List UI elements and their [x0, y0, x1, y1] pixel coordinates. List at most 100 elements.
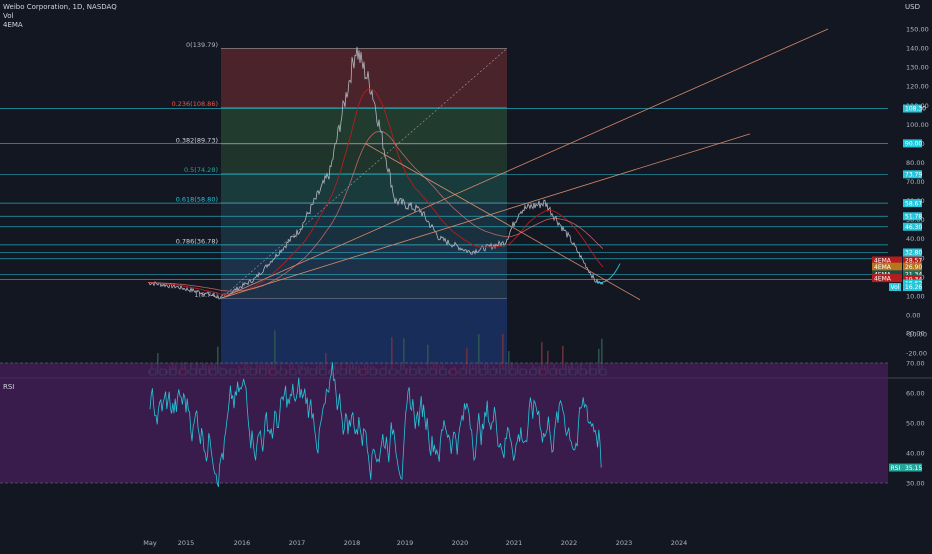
price-axis-tick: 40.00 [906, 235, 925, 243]
price-tag [903, 270, 922, 279]
volume-bar [601, 338, 603, 374]
fib-level-label: 1(8.74) [194, 291, 218, 299]
fib-level-label: 0.382(89.73) [176, 136, 218, 144]
price-axis-tick: -20.00 [906, 350, 927, 358]
rsi-value-label: 35.15 [905, 465, 922, 472]
volume-bar [427, 344, 429, 374]
rsi-axis-tick: 50.00 [906, 420, 925, 428]
price-tag-label: 73.79 [905, 172, 922, 179]
volume-bar [598, 348, 600, 374]
price-axis-tick: 0.00 [906, 312, 920, 320]
price-axis-tick: 70.00 [906, 178, 925, 186]
ema-tag-label: 4EMA [874, 264, 892, 271]
price-tag-label: 58.67 [905, 200, 922, 207]
price-tag-label: 26.90 [905, 264, 922, 271]
ema-tag [872, 256, 902, 265]
price-tag [903, 248, 922, 257]
fib-zone [221, 298, 507, 365]
volume-bar [391, 337, 393, 374]
x-axis-tick: May [143, 539, 157, 547]
rsi-axis-tick: 30.00 [906, 480, 925, 488]
fib-diagonal [220, 48, 508, 299]
fib-level-label: 0(139.79) [186, 41, 218, 49]
price-axis-tick: 10.00 [906, 292, 925, 300]
volume-bar [562, 345, 564, 374]
fib-zone [221, 244, 507, 299]
price-axis-tick: 120.00 [906, 83, 929, 91]
ema-tag-label: 4EMA [874, 258, 892, 265]
x-axis-tick: 2019 [397, 539, 414, 547]
price-tag-label: 16.26 [905, 284, 922, 291]
volume-bar [508, 351, 510, 374]
price-axis-tick: -10.00 [906, 331, 927, 339]
volume-bar [217, 346, 219, 374]
x-axis-tick: 2017 [289, 539, 306, 547]
rsi-axis-tick: 70.00 [906, 360, 925, 368]
x-axis-tick: 2022 [561, 539, 578, 547]
x-axis-tick: 2023 [616, 539, 633, 547]
x-axis-tick: 2015 [178, 539, 195, 547]
price-tag-label: 108.30 [905, 106, 926, 113]
ema-legend: 4EMA [3, 21, 23, 29]
ema-tag [872, 274, 902, 283]
x-axis-tick: 2024 [671, 539, 688, 547]
rsi-value-tag [903, 463, 922, 472]
currency-label: USD [905, 3, 920, 11]
price-tag-label: 46.30 [905, 224, 922, 231]
price-axis-tick: 100.00 [906, 121, 929, 129]
price-tag-label: 51.78 [905, 213, 922, 220]
price-tag-label: 28.57 [905, 258, 922, 265]
price-axis-tick: 80.00 [906, 159, 925, 167]
x-axis-tick: 2020 [452, 539, 469, 547]
price-tag [903, 212, 922, 221]
price-tag [903, 222, 922, 231]
volume-bar [403, 338, 405, 374]
x-axis-tick: 2021 [506, 539, 523, 547]
price-axis-tick: 150.00 [906, 25, 929, 33]
ema-line [148, 130, 604, 292]
volume-bar [502, 333, 504, 374]
fib-level-label: 0.236(108.86) [172, 100, 218, 108]
projection-curve [596, 263, 621, 284]
vol-tag [889, 282, 901, 291]
rsi-tag [889, 463, 903, 472]
trendline [364, 143, 641, 301]
volume-bar [274, 330, 276, 374]
trendline [220, 28, 829, 299]
volume-legend: Vol [3, 12, 14, 20]
rsi-legend: RSI [3, 383, 15, 391]
x-axis-tick: 2018 [344, 539, 361, 547]
price-tag [903, 262, 922, 271]
price-tag [903, 275, 922, 284]
fib-zone [221, 48, 507, 108]
price-tag-label: 32.80 [905, 250, 922, 257]
price-tag [903, 199, 922, 208]
fib-level-label: 0.786(36.78) [176, 237, 218, 245]
vol-tag-label: Vol [891, 284, 900, 291]
rsi-axis-tick: 40.00 [906, 450, 925, 458]
rsi-tag-label: RSI [891, 465, 901, 472]
volume-bar [466, 348, 468, 374]
price-tag [903, 170, 922, 179]
price-tag [903, 104, 922, 113]
price-tag [903, 256, 922, 265]
ema-tag-label: 4EMA [874, 275, 892, 282]
x-axis-tick: 2016 [234, 539, 251, 547]
price-axis-tick: 130.00 [906, 64, 929, 72]
rsi-series-line [149, 362, 602, 488]
chart-title: Weibo Corporation, 1D, NASDAQ [3, 3, 117, 11]
volume-bar [478, 333, 480, 374]
ema-tag [872, 262, 902, 271]
trendline [220, 133, 751, 299]
ema-line [148, 88, 604, 295]
price-tag-label: 21.34 [905, 272, 922, 279]
fib-zone [221, 202, 507, 245]
fib-zone [221, 107, 507, 144]
fib-level-label: 0.618(58.80) [176, 195, 218, 203]
rsi-axis-tick: 80.00 [906, 330, 925, 338]
price-tag [903, 282, 922, 291]
volume-bar [541, 342, 543, 374]
price-tag-label: 90.00 [905, 141, 922, 148]
